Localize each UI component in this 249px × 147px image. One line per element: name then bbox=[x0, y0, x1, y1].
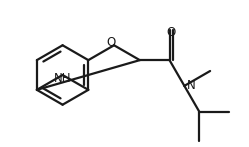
Text: N: N bbox=[187, 79, 196, 92]
Text: NH: NH bbox=[54, 72, 71, 85]
Text: O: O bbox=[107, 36, 116, 49]
Text: O: O bbox=[167, 26, 176, 39]
